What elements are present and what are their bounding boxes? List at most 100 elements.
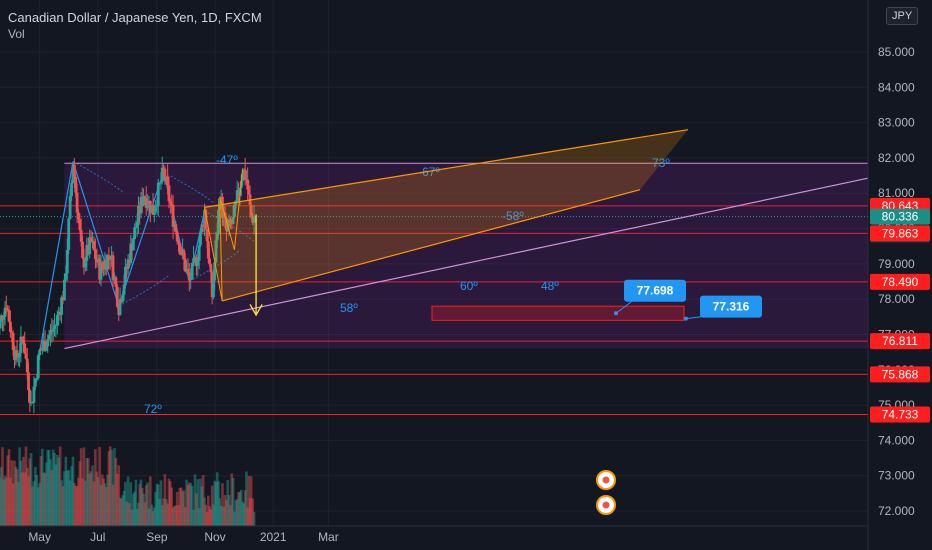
candle-body <box>74 176 78 193</box>
candle-body <box>72 164 76 177</box>
volume-bar <box>252 511 256 526</box>
candle-body <box>246 179 250 190</box>
volume-bar <box>116 473 119 526</box>
flag-dot <box>602 476 610 484</box>
volume-bar <box>9 477 12 526</box>
volume-bar <box>94 449 97 526</box>
volume-bar <box>138 483 142 526</box>
candle-body <box>170 203 174 205</box>
candle-body <box>115 286 119 307</box>
candle-body <box>171 204 175 227</box>
candle-body <box>15 350 19 357</box>
candle-body <box>204 209 208 230</box>
candle-body <box>20 336 24 341</box>
candle-body <box>155 205 159 207</box>
volume-bar <box>208 506 211 526</box>
candle-body <box>146 205 150 208</box>
volume-bar <box>234 500 238 526</box>
volume-bar <box>92 481 96 526</box>
candle-body <box>54 325 58 327</box>
volume-bar <box>137 502 140 526</box>
candle-body <box>96 258 100 263</box>
candle-body <box>200 224 204 232</box>
candle-body <box>168 201 172 204</box>
price-tick-label: 82.000 <box>878 151 915 165</box>
volume-bar <box>19 460 23 526</box>
candle-body <box>152 211 156 215</box>
candle-body <box>4 307 8 310</box>
volume-bar <box>203 497 206 526</box>
candle-body <box>229 219 232 224</box>
volume-bar <box>96 477 100 526</box>
wedge-zigzag <box>204 168 244 302</box>
volume-bar <box>103 483 107 526</box>
candle-body <box>212 280 215 298</box>
volume-indicator-label[interactable]: Vol <box>8 27 25 41</box>
candle-body <box>182 250 186 260</box>
channel-trend-line <box>64 176 873 350</box>
volume-bar <box>86 458 90 526</box>
candle-body <box>143 196 147 199</box>
candle-body <box>60 297 63 315</box>
candle-body <box>162 167 165 169</box>
volume-bar <box>140 487 144 526</box>
volume-bar <box>79 448 83 526</box>
candlestick-series <box>0 156 256 414</box>
price-label-box <box>870 208 930 225</box>
volume-bar <box>210 485 214 526</box>
candle-body <box>29 401 33 404</box>
volume-bar <box>237 492 240 526</box>
volume-bar <box>3 475 7 526</box>
candle-body <box>226 225 230 231</box>
volume-bar <box>248 497 252 526</box>
candle-body <box>156 182 160 206</box>
price-label-box <box>870 366 930 383</box>
volume-bar <box>169 481 172 526</box>
candle-body <box>19 336 23 354</box>
candle-body <box>167 185 171 202</box>
volume-bar <box>57 457 61 526</box>
volume-bar <box>178 487 182 526</box>
candle-body <box>64 273 68 280</box>
candle-body <box>39 349 43 351</box>
volume-bar <box>36 487 40 526</box>
volume-bar <box>243 490 247 526</box>
candle-body <box>174 224 178 232</box>
volume-bar <box>147 508 151 526</box>
candle-body <box>215 234 219 241</box>
target-zone-box <box>431 305 685 321</box>
volume-bar <box>171 507 175 526</box>
volume-bar <box>95 471 99 526</box>
volume-bar <box>249 476 253 526</box>
candle-body <box>43 340 47 351</box>
candle-body <box>16 356 20 358</box>
time-tick-label: 2021 <box>260 530 287 544</box>
volume-bar <box>13 460 16 526</box>
candle-body <box>75 192 79 213</box>
candle-body <box>129 243 133 264</box>
candle-body <box>10 331 14 333</box>
volume-bar <box>75 486 79 526</box>
volume-bar <box>193 474 197 526</box>
volume-bar <box>31 486 34 526</box>
candle-body <box>142 196 145 206</box>
volume-bar <box>219 505 223 526</box>
candle-body <box>247 189 251 195</box>
candle-body <box>81 241 84 258</box>
time-tick-label: May <box>28 530 51 544</box>
currency-badge[interactable]: JPY <box>886 7 919 25</box>
volume-bar <box>55 454 59 526</box>
flag-dot <box>602 501 610 509</box>
volume-bar <box>163 474 167 526</box>
wedge-lower-line <box>221 189 641 302</box>
angle-label: -47º <box>216 153 238 167</box>
volume-bar <box>241 501 244 526</box>
volume-bar <box>207 495 210 526</box>
volume-bar <box>121 495 125 526</box>
symbol-title[interactable]: Canadian Dollar / Japanese Yen, 1D, FXCM <box>8 10 262 25</box>
volume-bar <box>226 480 230 526</box>
volume-bar <box>126 476 130 526</box>
volume-bar <box>46 449 50 526</box>
volume-bar <box>113 448 116 526</box>
